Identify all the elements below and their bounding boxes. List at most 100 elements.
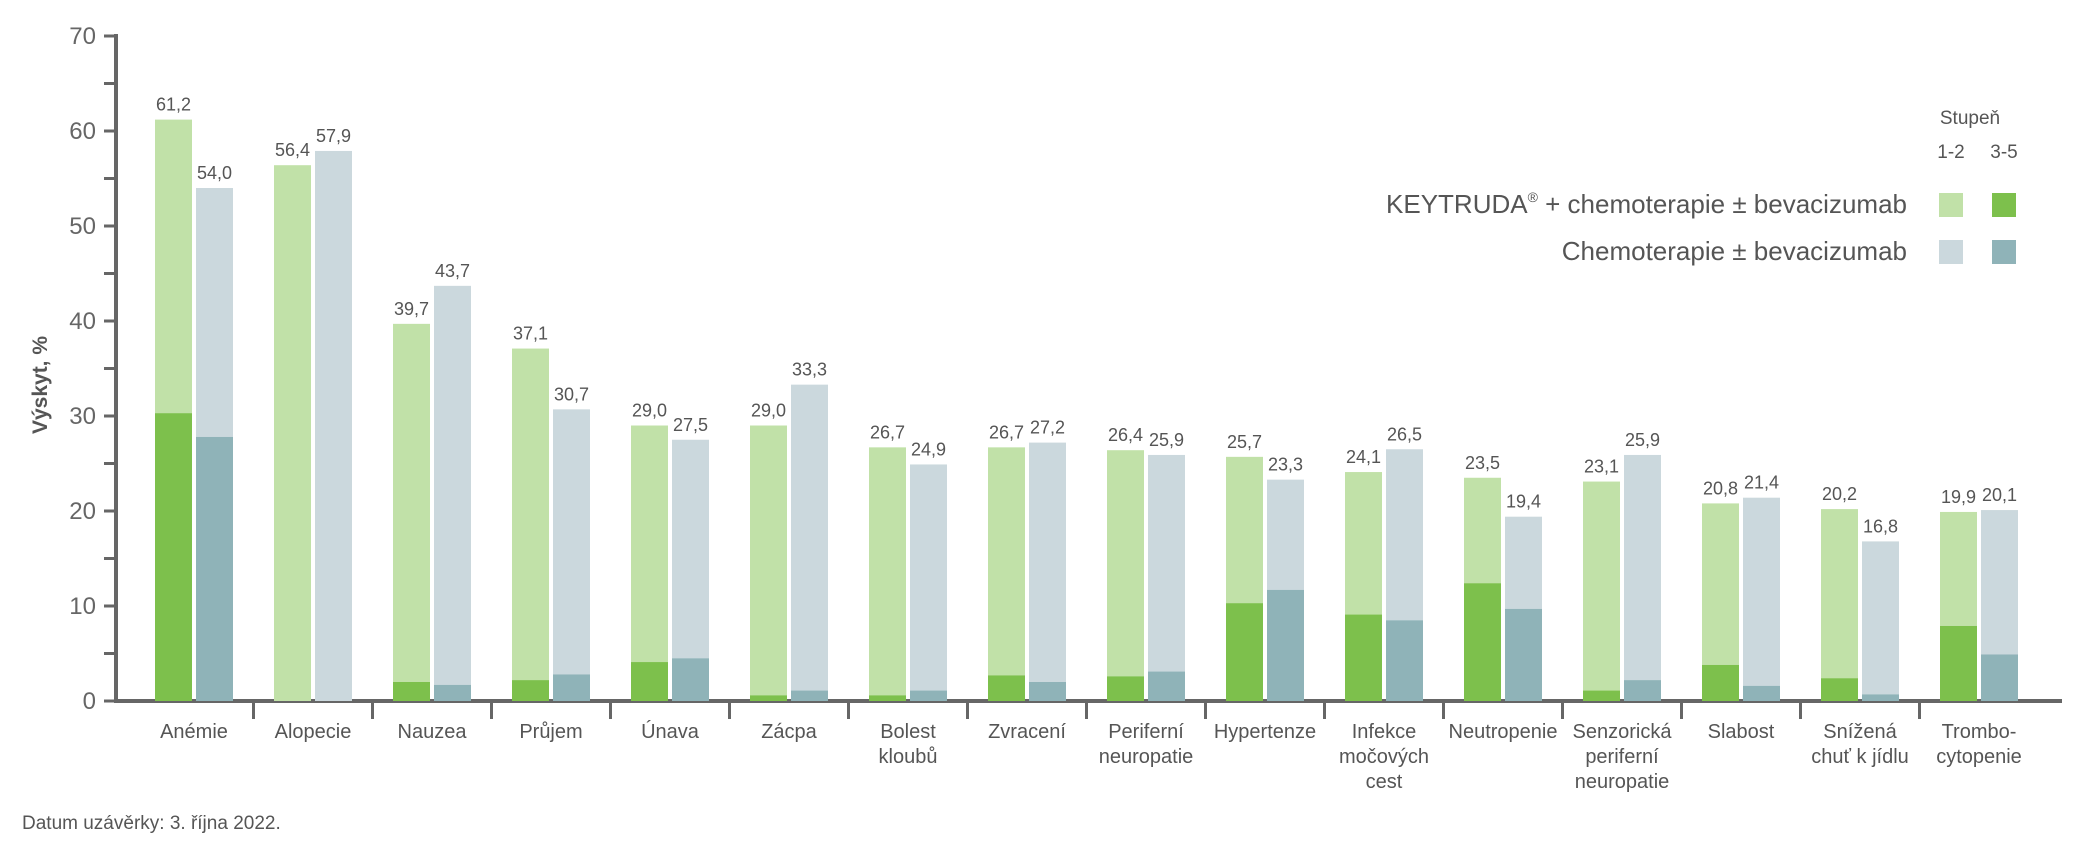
- bar-grade-1-2-keytruda: [1583, 481, 1620, 691]
- bar-value-label: 33,3: [792, 360, 827, 380]
- x-category-label-line: neuropatie: [1099, 746, 1194, 768]
- bar-grade-1-2-keytruda: [750, 425, 787, 696]
- bar-grade-1-2-keytruda: [512, 348, 549, 681]
- y-tick-label: 20: [69, 498, 96, 525]
- bar-grade-3-5-chemo: [553, 674, 590, 701]
- x-category-label: Slabost: [1708, 721, 1775, 743]
- x-category-label: Senzorická periferní neuropatie: [1573, 721, 1673, 793]
- bar-grade-3-5-chemo: [1981, 654, 2018, 701]
- x-category-label-line: Hypertenze: [1214, 721, 1316, 743]
- y-tick-label: 70: [69, 23, 96, 50]
- y-tick-label: 50: [69, 213, 96, 240]
- bar-value-label: 57,9: [316, 126, 351, 146]
- bar-grade-3-5-keytruda: [988, 675, 1025, 701]
- y-tick-label: 60: [69, 118, 96, 145]
- x-category-label: Neutropenie: [1449, 721, 1558, 743]
- bar-value-label: 29,0: [632, 401, 667, 421]
- bar-value-label: 26,7: [870, 422, 905, 442]
- bar-grade-3-5-chemo: [1029, 682, 1066, 701]
- x-category-label-line: Průjem: [519, 721, 582, 743]
- bar-value-label: 26,5: [1387, 424, 1422, 444]
- legend-swatch-grade-1-2: [1939, 193, 1963, 217]
- bar-grade-1-2-chemo: [672, 439, 709, 659]
- bar-grade-1-2-keytruda: [155, 119, 192, 414]
- bar-grade-3-5-chemo: [1267, 589, 1304, 701]
- legend-swatch-grade-3-5: [1992, 193, 2016, 217]
- bar-grade-1-2-keytruda: [1702, 503, 1739, 665]
- bar-value-label: 26,4: [1108, 425, 1143, 445]
- bar-value-label: 61,2: [156, 95, 191, 115]
- bar-value-label: 23,5: [1465, 453, 1500, 473]
- legend-swatch-grade-1-2: [1939, 240, 1963, 264]
- bar-value-label: 25,9: [1625, 430, 1660, 450]
- bar-grade-1-2-chemo: [1386, 449, 1423, 621]
- x-category-label-line: Trombo-: [1942, 721, 2017, 743]
- bar-grade-3-5-keytruda: [631, 662, 668, 701]
- bar-value-label: 16,8: [1863, 516, 1898, 536]
- x-category-label: Zácpa: [761, 721, 817, 743]
- bar-value-label: 24,9: [911, 439, 946, 459]
- x-category-label: Snížená chuť k jídlu: [1811, 721, 1909, 768]
- y-tick-label: 30: [69, 403, 96, 430]
- x-category-label-line: močových: [1339, 746, 1429, 768]
- bar-grade-3-5-chemo: [672, 658, 709, 701]
- bar-grade-3-5-keytruda: [1226, 603, 1263, 701]
- bars: 61,2 54,0 56,4 57,9 39,7 43,7 37,1 30,7 29,0 27,5…: [155, 95, 2018, 701]
- y-tick-label: 10: [69, 593, 96, 620]
- x-category-label-line: cest: [1366, 771, 1403, 793]
- bar-grade-1-2-keytruda: [631, 425, 668, 663]
- legend-label-part: + chemoterapie ± bevacizumab: [1538, 189, 1907, 219]
- x-category-label-line: Zvracení: [988, 721, 1066, 743]
- bar-value-label: 27,2: [1030, 418, 1065, 438]
- bar-grade-3-5-keytruda: [1464, 583, 1501, 701]
- legend-label-chemo: Chemoterapie ± bevacizumab: [1562, 236, 1907, 266]
- legend-label-part: KEYTRUDA: [1386, 189, 1528, 219]
- x-category-label: Bolest kloubů: [879, 721, 938, 768]
- bar-grade-3-5-keytruda: [1583, 690, 1620, 701]
- bar-grade-1-2-chemo: [553, 409, 590, 675]
- x-category-label-line: Únava: [641, 720, 700, 743]
- bar-grade-3-5-chemo: [1862, 694, 1899, 701]
- bar-grade-1-2-chemo: [1743, 497, 1780, 686]
- bar-grade-1-2-keytruda: [274, 165, 311, 701]
- bar-grade-3-5-chemo: [196, 436, 233, 701]
- bar-grade-3-5-keytruda: [1345, 614, 1382, 701]
- footer-note: Datum uzávěrky: 3. října 2022.: [22, 813, 281, 834]
- x-category-label-line: cytopenie: [1936, 746, 2022, 768]
- x-category-label-line: Infekce: [1352, 721, 1416, 743]
- x-category-label-line: Snížená: [1823, 721, 1897, 743]
- bar-value-label: 21,4: [1744, 473, 1779, 493]
- bar-grade-1-2-chemo: [196, 188, 233, 437]
- bar-grade-3-5-keytruda: [869, 695, 906, 701]
- bar-grade-1-2-keytruda: [1940, 511, 1977, 626]
- bar-grade-1-2-chemo: [910, 464, 947, 691]
- bar-grade-3-5-keytruda: [155, 413, 192, 701]
- bar-grade-3-5-chemo: [1148, 671, 1185, 701]
- x-category-label-line: kloubů: [879, 746, 938, 768]
- x-category-label: Zvracení: [988, 721, 1066, 743]
- bar-grade-3-5-keytruda: [750, 695, 787, 701]
- bar-grade-3-5-keytruda: [512, 680, 549, 701]
- bar-grade-1-2-chemo: [1862, 541, 1899, 695]
- bar-grade-3-5-keytruda: [393, 682, 430, 701]
- bar-grade-1-2-keytruda: [1821, 509, 1858, 679]
- bar-grade-1-2-chemo: [1505, 516, 1542, 609]
- bar-grade-3-5-keytruda: [1821, 678, 1858, 701]
- bar-value-label: 56,4: [275, 140, 310, 160]
- registered-mark: ®: [1528, 189, 1539, 205]
- bar-grade-3-5-keytruda: [1702, 664, 1739, 701]
- bar-grade-3-5-chemo: [910, 690, 947, 701]
- bar-grade-3-5-chemo: [1743, 685, 1780, 701]
- bar-value-label: 43,7: [435, 261, 470, 281]
- x-category-label: Průjem: [519, 721, 582, 743]
- bar-value-label: 26,7: [989, 422, 1024, 442]
- bar-grade-1-2-keytruda: [1107, 450, 1144, 677]
- bar-grade-1-2-chemo: [1267, 479, 1304, 590]
- bar-value-label: 54,0: [197, 163, 232, 183]
- legend-title: Stupeň: [1940, 108, 2000, 129]
- bar-value-label: 39,7: [394, 299, 429, 319]
- x-category-label-line: chuť k jídlu: [1811, 746, 1909, 768]
- bar-grade-1-2-chemo: [434, 285, 471, 685]
- bar-value-label: 30,7: [554, 384, 589, 404]
